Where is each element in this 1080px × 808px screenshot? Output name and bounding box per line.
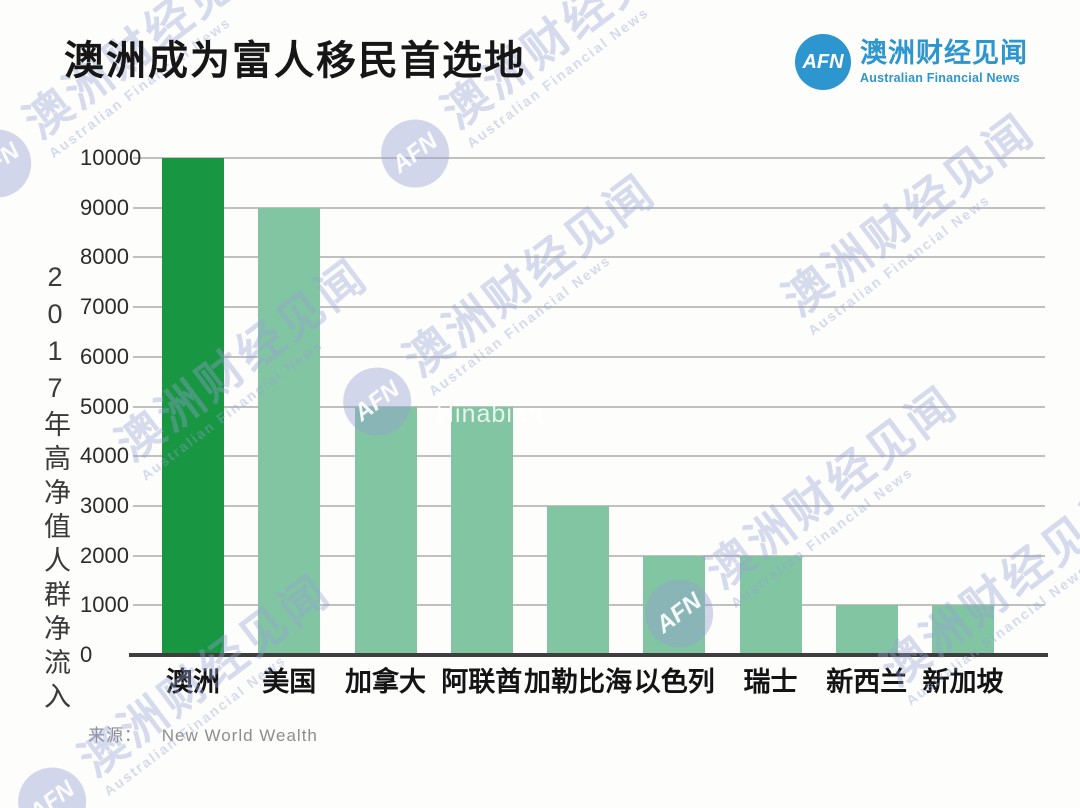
x-label-新加坡: 新加坡 (922, 667, 1004, 697)
bar-新加坡 (932, 605, 994, 655)
page-title: 澳洲成为富人移民首选地 (64, 39, 526, 83)
bar-加拿大 (354, 406, 417, 655)
source-value: New World Wealth (161, 726, 318, 745)
gridline-4000 (133, 455, 1045, 458)
y-tick-2000: 2000 (80, 542, 129, 568)
y-tick-1000: 1000 (80, 592, 129, 618)
bar-澳洲 (162, 158, 224, 655)
x-label-新西兰: 新西兰 (826, 667, 908, 697)
bar-阿联酋 (450, 406, 513, 655)
y-tick-10000: 10000 (80, 145, 142, 170)
y-tick-5000: 5000 (80, 393, 129, 419)
logo-name-en: Australian Financial News (860, 70, 1020, 85)
gridline-7000 (133, 306, 1045, 309)
y-tick-6000: 6000 (80, 343, 129, 369)
bar-新西兰 (835, 605, 898, 655)
gridline-6000 (133, 355, 1045, 358)
gridline-8000 (133, 256, 1045, 259)
x-label-瑞士: 瑞士 (743, 667, 798, 697)
logo-name-cn: 澳洲财经见闻 (860, 38, 1028, 69)
x-label-美国: 美国 (262, 667, 317, 697)
x-label-以色列: 以色列 (633, 667, 715, 697)
bar-以色列 (643, 555, 706, 655)
x-label-加勒比海: 加勒比海 (524, 667, 632, 697)
bar-瑞士 (739, 555, 802, 655)
gridline-10000 (133, 157, 1045, 159)
afn-logo: AFN 澳洲财经见闻 Australian Financial News (795, 34, 1028, 90)
source-note: 来源： New World Wealth (88, 721, 318, 746)
x-label-加拿大: 加拿大 (345, 667, 426, 697)
x-label-澳洲: 澳洲 (166, 667, 220, 697)
y-tick-0: 0 (80, 642, 93, 667)
x-label-阿联酋: 阿联酋 (441, 667, 523, 697)
x-axis-line (129, 653, 1048, 657)
bar-美国 (258, 207, 321, 655)
y-tick-7000: 7000 (80, 294, 129, 320)
y-tick-3000: 3000 (80, 492, 129, 518)
gridline-9000 (133, 206, 1045, 209)
y-tick-8000: 8000 (80, 244, 129, 270)
y-tick-4000: 4000 (80, 443, 129, 469)
bar-加勒比海 (547, 505, 609, 655)
y-axis-title: 2017年高净值人群净流入 (40, 262, 70, 716)
source-label: 来源： (88, 726, 142, 745)
afn-logo-icon: AFN (795, 34, 851, 90)
gridline-5000 (133, 405, 1045, 408)
afn-logo-text: 澳洲财经见闻 Australian Financial News (860, 38, 1028, 85)
y-tick-9000: 9000 (80, 194, 129, 220)
